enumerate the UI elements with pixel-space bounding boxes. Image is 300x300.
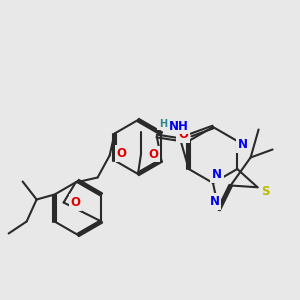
Text: H: H (159, 119, 167, 129)
Text: O: O (70, 196, 81, 209)
Text: N: N (238, 139, 248, 152)
Text: NH: NH (169, 119, 189, 133)
Text: N: N (210, 195, 220, 208)
Text: N: N (212, 169, 222, 182)
Text: O: O (178, 128, 188, 142)
Text: O: O (117, 147, 127, 160)
Text: O: O (148, 148, 158, 160)
Text: S: S (261, 185, 270, 198)
